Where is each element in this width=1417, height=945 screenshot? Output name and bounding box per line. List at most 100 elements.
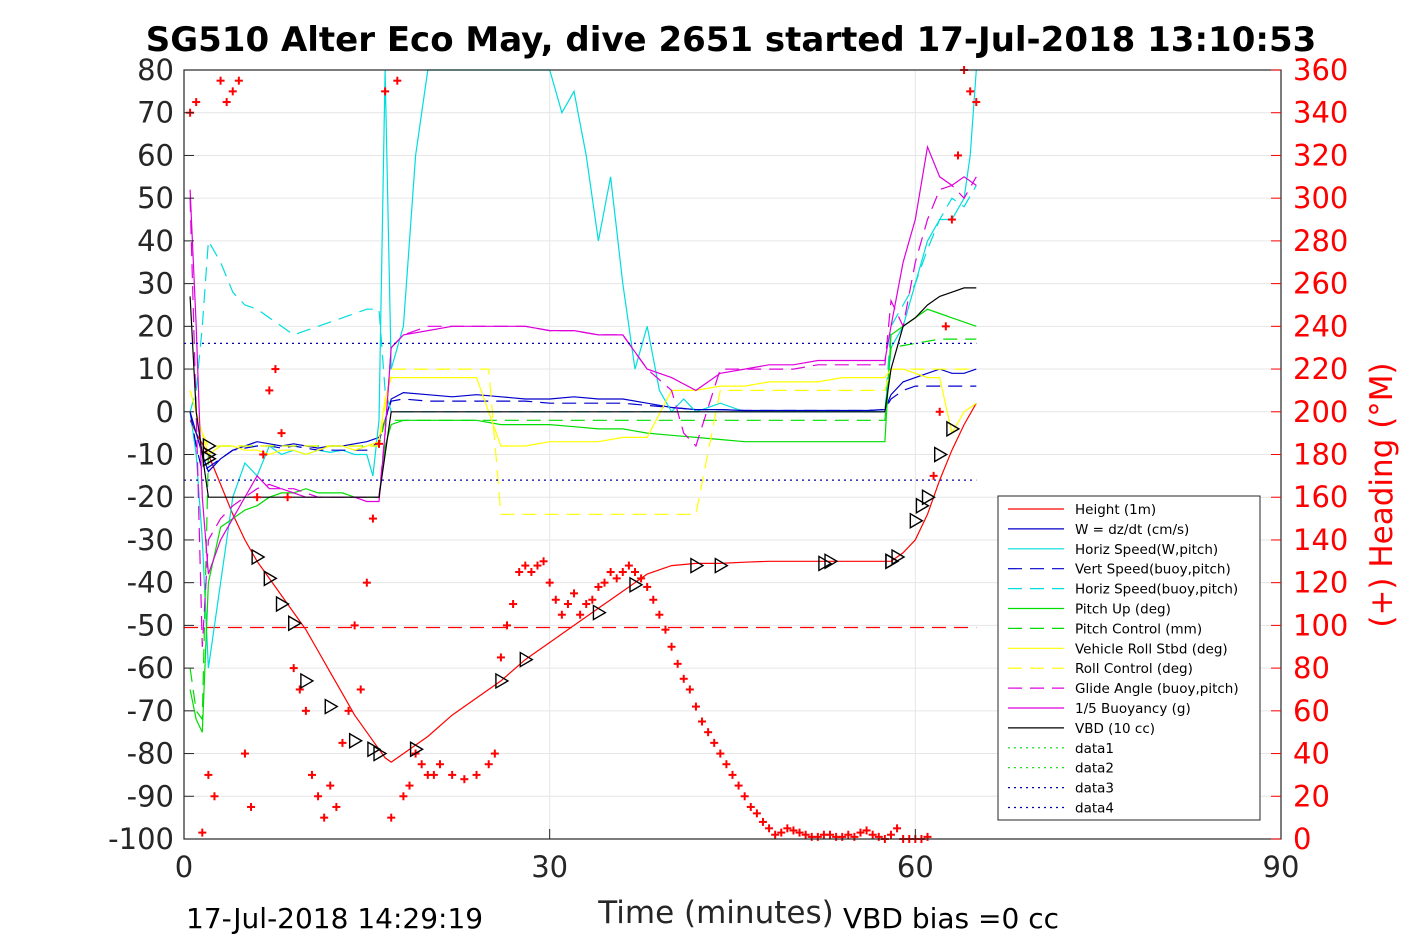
x-axis: 0 30 60 90	[175, 829, 1299, 884]
heading-point	[387, 813, 396, 822]
legend-item: Roll Control (deg)	[1008, 661, 1193, 677]
y-tick-label: 0	[156, 395, 174, 429]
heading-point	[527, 567, 536, 576]
legend-label: W = dz/dt (cm/s)	[1075, 522, 1189, 538]
footer-vbd-bias: VBD bias =0 cc	[843, 902, 1059, 935]
y-right-tick-label: 140	[1293, 523, 1348, 557]
legend-item: Pitch Up (deg)	[1008, 602, 1171, 618]
heading-point	[204, 770, 213, 779]
heading-point	[716, 749, 725, 758]
heading-point	[637, 574, 646, 583]
x-tick-label: 60	[897, 850, 934, 884]
y-tick-label: -60	[127, 651, 174, 685]
heading-point	[972, 98, 981, 107]
heading-point	[710, 738, 719, 747]
heading-point	[368, 514, 377, 523]
heading-point	[320, 813, 329, 822]
heading-point	[630, 567, 639, 576]
y-tick-label: 30	[137, 267, 174, 301]
legend-label: VBD (10 cc)	[1075, 721, 1155, 737]
heading-point	[405, 781, 414, 790]
heading-point	[234, 76, 243, 85]
position-marker	[824, 553, 839, 570]
y-tick-label: -90	[127, 779, 174, 813]
position-marker	[324, 698, 339, 715]
y-right-tick-label: 280	[1293, 224, 1348, 258]
y-right-tick-label: 40	[1293, 737, 1330, 771]
legend-label: 1/5 Buoyancy (g)	[1075, 701, 1191, 717]
heading-points	[186, 66, 981, 843]
heading-point	[606, 567, 615, 576]
heading-point	[856, 828, 865, 837]
legend-label: Roll Control (deg)	[1075, 661, 1193, 677]
heading-point	[521, 561, 530, 570]
heading-point	[698, 717, 707, 726]
position-marker	[921, 489, 936, 506]
heading-point	[515, 567, 524, 576]
legend-item: data3	[1008, 781, 1114, 797]
y-tick-label: -30	[127, 523, 174, 557]
series-layer	[184, 69, 977, 763]
heading-point	[362, 578, 371, 587]
heading-point	[326, 781, 335, 790]
y-tick-label: 10	[137, 352, 174, 386]
heading-point	[338, 738, 347, 747]
y-right-tick-label: 200	[1293, 395, 1348, 429]
y-right-tick-label: 80	[1293, 651, 1330, 685]
legend-item: data2	[1008, 761, 1114, 777]
heading-point	[240, 749, 249, 758]
legend-item: data4	[1008, 801, 1114, 817]
heading-point	[356, 685, 365, 694]
position-marker	[592, 604, 607, 621]
y-right-tick-label: 220	[1293, 352, 1348, 386]
position-marker	[629, 576, 644, 594]
heading-point	[216, 76, 225, 85]
heading-point	[752, 809, 761, 818]
position-marker	[909, 512, 924, 529]
y-tick-label: 20	[137, 309, 174, 343]
legend-label: Glide Angle (buoy,pitch)	[1075, 681, 1239, 697]
heading-point	[862, 826, 871, 835]
legend-item: Horiz Speed(W,pitch)	[1008, 542, 1218, 558]
heading-point	[893, 824, 902, 833]
heading-point	[253, 493, 262, 502]
heading-point	[740, 792, 749, 801]
heading-point	[271, 365, 280, 374]
heading-point	[618, 567, 627, 576]
heading-point	[307, 770, 316, 779]
heading-point	[301, 706, 310, 715]
heading-point	[228, 87, 237, 96]
heading-point	[795, 828, 804, 837]
heading-point	[771, 830, 780, 839]
heading-point	[673, 659, 682, 668]
heading-point	[643, 582, 652, 591]
y-right-tick-label: 320	[1293, 138, 1348, 172]
legend-label: Horiz Speed(W,pitch)	[1075, 542, 1218, 558]
heading-point	[192, 98, 201, 107]
heading-point	[576, 610, 585, 619]
y-tick-label: 60	[137, 138, 174, 172]
y-right-tick-label: 360	[1293, 53, 1348, 87]
x-tick-label: 30	[531, 850, 568, 884]
legend-label: Horiz Speed(buoy,pitch)	[1075, 582, 1238, 598]
y-tick-label: 40	[137, 224, 174, 258]
position-marker	[934, 446, 949, 463]
heading-point	[844, 830, 853, 839]
heading-point	[655, 610, 664, 619]
heading-point	[722, 760, 731, 769]
y-right-tick-label: 340	[1293, 96, 1348, 130]
heading-point	[435, 760, 444, 769]
heading-point	[588, 595, 597, 604]
heading-point	[679, 674, 688, 683]
heading-point	[429, 770, 438, 779]
y-right-tick-label: 180	[1293, 438, 1348, 472]
y-tick-label: -20	[127, 480, 174, 514]
heading-point	[582, 600, 591, 609]
heading-point	[557, 610, 566, 619]
heading-point	[314, 792, 323, 801]
x-tick-label: 0	[175, 850, 193, 884]
heading-point	[746, 802, 755, 811]
heading-point	[758, 817, 767, 826]
position-marker	[251, 548, 266, 566]
legend-item: Height (1m)	[1008, 502, 1156, 518]
